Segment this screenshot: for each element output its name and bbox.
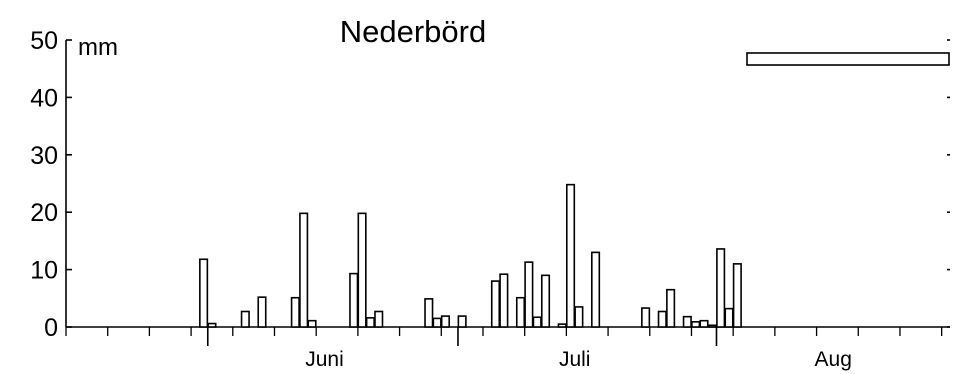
bar <box>290 296 300 328</box>
x-month-label: Juli <box>559 348 591 371</box>
bar <box>591 251 601 328</box>
bar <box>641 307 651 328</box>
axes: 0 10 20 30 40 50 Juni Juli Aug <box>30 27 950 371</box>
bar <box>365 317 375 328</box>
y-tick-label: 10 <box>30 257 58 285</box>
bar <box>307 319 317 328</box>
legend <box>746 52 950 66</box>
bar <box>540 274 551 328</box>
x-month-label: Juni <box>305 348 344 371</box>
bar <box>515 296 526 328</box>
y-tick-label: 50 <box>30 27 58 55</box>
bar <box>240 310 250 328</box>
bar <box>716 248 726 328</box>
bar <box>299 212 309 328</box>
bar <box>557 323 567 328</box>
bar <box>574 306 584 328</box>
y-tick-label: 40 <box>30 84 58 112</box>
bar <box>499 273 509 328</box>
bar <box>490 280 501 328</box>
bar <box>682 315 692 328</box>
y-tick-label: 0 <box>44 314 58 342</box>
y-axis-unit: mm <box>78 34 118 61</box>
bar <box>707 324 717 328</box>
chart-title: Nederbörd <box>340 14 486 49</box>
bar <box>457 315 467 328</box>
y-tick-label: 30 <box>30 142 58 170</box>
legend-swatch <box>746 52 950 66</box>
bars <box>199 183 742 328</box>
y-tick-label: 20 <box>30 199 58 227</box>
bar <box>349 272 359 328</box>
bar <box>532 316 542 328</box>
bar <box>699 319 709 328</box>
bar <box>657 310 667 328</box>
bar <box>207 322 217 328</box>
x-month-label: Aug <box>815 348 852 371</box>
bar <box>666 288 676 328</box>
bar <box>440 315 451 328</box>
bar <box>374 310 384 328</box>
bar <box>424 298 434 328</box>
bar <box>691 321 701 328</box>
bar <box>732 263 742 328</box>
bar <box>524 261 534 328</box>
bar <box>724 307 734 328</box>
bar <box>199 258 209 328</box>
bar <box>565 183 576 328</box>
bar <box>357 212 367 328</box>
bar <box>257 296 267 328</box>
bar <box>432 317 442 328</box>
